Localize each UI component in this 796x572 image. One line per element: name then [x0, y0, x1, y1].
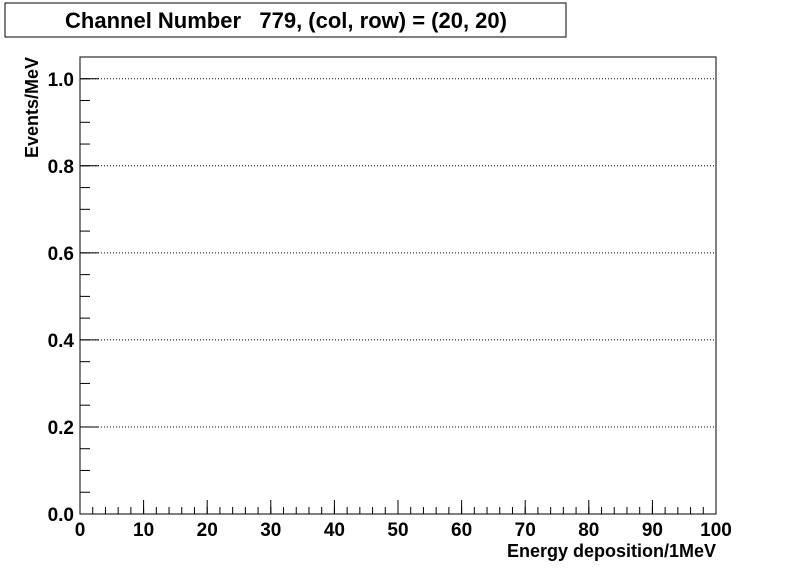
x-tick-label: 90: [642, 520, 663, 541]
y-tick-label: 1.0: [48, 70, 74, 91]
x-tick-label: 70: [515, 520, 536, 541]
x-tick-label: 30: [260, 520, 281, 541]
y-tick-label: 0.2: [48, 418, 74, 439]
y-axis-label: Events/MeV: [22, 57, 42, 158]
y-tick-label: 0.8: [48, 157, 74, 178]
x-axis: 0 10 20 30 40 50 60 70 80 90 100: [75, 500, 732, 541]
x-axis-label: Energy deposition/1MeV: [507, 541, 716, 561]
y-tick-label: 0.4: [48, 331, 75, 352]
y-axis: 0.0 0.2 0.4 0.6 0.8 1.0: [48, 56, 99, 526]
x-tick-label: 40: [324, 520, 345, 541]
grid-lines: [80, 78, 716, 428]
plot-frame: [79, 56, 717, 515]
x-tick-label: 20: [197, 520, 218, 541]
x-tick-label: 60: [451, 520, 472, 541]
x-tick-label: 0: [75, 520, 86, 541]
y-tick-label: 0.0: [48, 505, 74, 526]
x-tick-label: 50: [387, 520, 408, 541]
x-tick-label: 80: [578, 520, 599, 541]
x-tick-label: 10: [133, 520, 154, 541]
y-tick-label: 0.6: [48, 244, 74, 265]
x-tick-label: 100: [700, 520, 732, 541]
chart-title: Channel Number 779, (col, row) = (20, 20…: [65, 8, 507, 33]
title-box: [4, 2, 567, 38]
